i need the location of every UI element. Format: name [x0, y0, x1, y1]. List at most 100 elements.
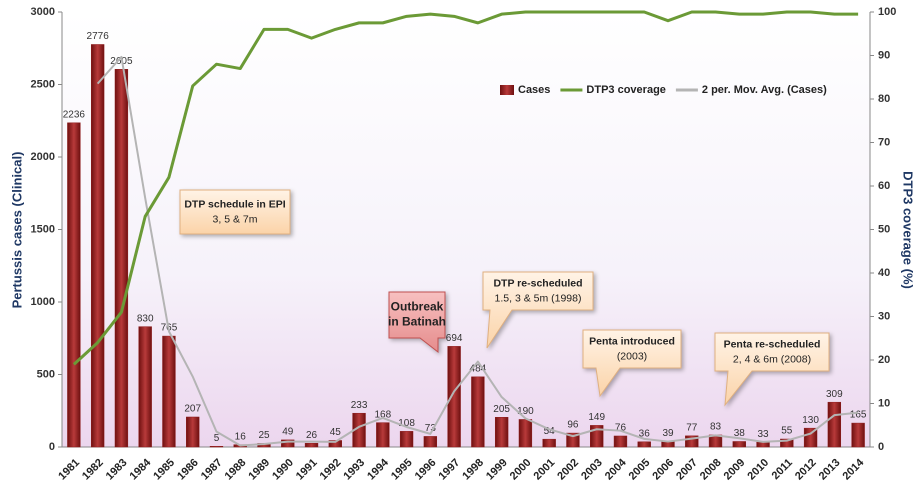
annotation-text: 2, 4 & 6m (2008) — [733, 353, 811, 365]
callout — [388, 291, 446, 354]
data-label: 168 — [374, 409, 391, 420]
x-tick-label: 1996 — [413, 457, 439, 483]
bar — [494, 417, 509, 448]
bar — [186, 416, 200, 448]
data-label: 5 — [214, 433, 220, 444]
bar — [67, 122, 81, 448]
data-label: 45 — [330, 427, 342, 438]
y-tick-label: 1000 — [31, 296, 55, 308]
callout — [482, 271, 594, 349]
x-tick-label: 1982 — [80, 457, 106, 483]
bar — [423, 436, 438, 448]
data-label: 694 — [446, 333, 463, 344]
annotation-text: (2003) — [617, 350, 647, 362]
annotation-text: 3, 5 & 7m — [213, 213, 258, 225]
bar — [566, 432, 580, 448]
y-tick-label: 2000 — [31, 151, 55, 163]
data-label: 77 — [686, 422, 698, 433]
annotation-text: in Batinah — [388, 315, 446, 329]
x-tick-label: 1993 — [341, 457, 367, 483]
x-tick-label: 1984 — [128, 456, 154, 482]
y2-tick-label: 70 — [878, 136, 890, 148]
y2-tick-label: 90 — [878, 49, 890, 61]
x-tick-label: 2006 — [650, 457, 676, 483]
data-label: 165 — [850, 410, 867, 421]
bar — [637, 441, 651, 448]
bar — [827, 401, 842, 448]
callout — [714, 332, 830, 407]
bar — [542, 438, 556, 448]
y-tick-label: 1500 — [31, 223, 55, 235]
line — [96, 55, 859, 447]
bar — [851, 422, 865, 448]
data-label: 2776 — [87, 31, 110, 42]
data-label: 108 — [398, 418, 415, 429]
x-tick-label: 1994 — [365, 456, 391, 482]
callout — [582, 329, 682, 398]
data-label: 96 — [567, 420, 579, 431]
bar — [732, 441, 746, 448]
bar — [803, 427, 818, 448]
annotation-text: 1.5, 3 & 5m (1998) — [495, 292, 582, 304]
data-label: 309 — [826, 389, 843, 400]
x-tick-label: 1999 — [484, 457, 510, 483]
data-label: 130 — [802, 415, 819, 426]
bar — [471, 376, 485, 448]
x-tick-label: 2002 — [555, 457, 581, 483]
y2-tick-label: 10 — [878, 397, 890, 409]
callout — [179, 189, 291, 235]
data-label: 33 — [757, 429, 769, 440]
x-tick-label: 2003 — [579, 457, 605, 483]
bar — [90, 44, 105, 448]
x-tick-label: 1990 — [270, 457, 296, 483]
data-label: 38 — [734, 428, 746, 439]
data-label: 36 — [639, 428, 651, 439]
bar — [376, 422, 390, 448]
data-label: 233 — [351, 400, 368, 411]
legend-label: Cases — [518, 84, 550, 96]
data-label: 49 — [282, 427, 294, 438]
y-tick-label: 3000 — [31, 6, 55, 18]
data-label: 205 — [493, 404, 510, 415]
y-tick-label: 2500 — [31, 78, 55, 90]
data-label: 54 — [544, 426, 556, 437]
line — [72, 10, 859, 366]
bar — [447, 346, 461, 448]
y2-tick-label: 40 — [878, 267, 890, 279]
bar — [281, 439, 295, 448]
data-label: 16 — [235, 431, 247, 442]
x-tick-label: 2000 — [508, 457, 534, 483]
x-tick-label: 2011 — [770, 457, 795, 482]
x-tick-label: 1987 — [199, 457, 225, 483]
y2-tick-label: 80 — [878, 93, 890, 105]
data-label: 76 — [615, 423, 627, 434]
x-tick-label: 2004 — [603, 456, 629, 482]
data-label: 83 — [710, 422, 722, 433]
annotation-text: Outbreak — [391, 300, 444, 314]
bar — [114, 69, 129, 448]
legend-label: DTP3 coverage — [586, 84, 665, 96]
x-tick-label: 1998 — [460, 457, 486, 483]
data-label: 26 — [306, 430, 318, 441]
bar — [685, 435, 699, 448]
annotation-text: Penta introduced — [589, 335, 675, 347]
bar — [780, 438, 794, 448]
legend-label: 2 per. Mov. Avg. (Cases) — [702, 84, 827, 96]
data-label: 190 — [517, 406, 534, 417]
data-label: 39 — [662, 428, 674, 439]
x-tick-label: 1997 — [436, 457, 462, 483]
x-tick-label: 1986 — [175, 457, 201, 483]
x-tick-label: 2001 — [532, 457, 558, 483]
x-tick-label: 2013 — [817, 457, 843, 483]
data-label: 2236 — [63, 109, 86, 120]
bar — [328, 440, 342, 448]
x-tick-label: 1995 — [389, 457, 415, 483]
x-tick-label: 1985 — [151, 457, 177, 483]
y2-tick-label: 60 — [878, 180, 890, 192]
x-tick-label: 1981 — [56, 457, 82, 483]
x-tick-label: 2009 — [722, 457, 748, 483]
bar — [756, 441, 770, 448]
y-axis-title: Pertussis cases (Clinical) — [9, 152, 24, 309]
x-tick-label: 2007 — [674, 457, 700, 483]
